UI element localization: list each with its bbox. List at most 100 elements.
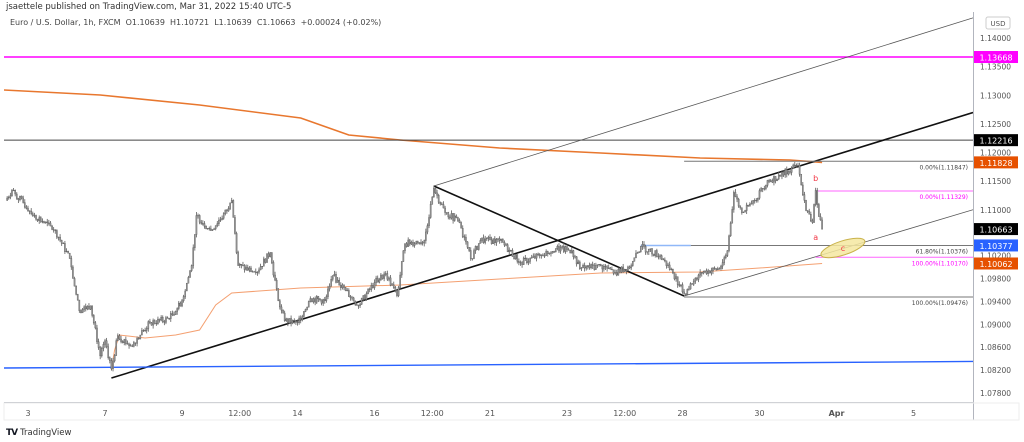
- candle-body: [543, 255, 546, 257]
- price-chart[interactable]: 0.00%(1.11847) 61.80%(1.10376) 100.00%(1.0…: [0, 0, 1024, 426]
- price-tag-value: 1.12216: [979, 137, 1012, 146]
- candle-body: [465, 237, 467, 243]
- candle-body: [436, 192, 438, 196]
- candle-body: [152, 320, 154, 326]
- candle-body: [587, 265, 589, 268]
- candle-body: [54, 229, 57, 231]
- candle-body: [67, 251, 69, 254]
- candle-body: [423, 240, 426, 244]
- candle-body: [516, 254, 519, 262]
- candle-body: [466, 241, 469, 248]
- price-axis-label: 1.10200: [980, 252, 1011, 261]
- candle-body: [221, 217, 223, 220]
- candle-body: [12, 190, 15, 192]
- candle-body: [349, 296, 352, 298]
- candle-body: [654, 250, 657, 256]
- candle-body: [442, 204, 445, 209]
- candle-body: [323, 299, 326, 301]
- candle-body: [728, 235, 730, 251]
- candle-body: [572, 250, 575, 258]
- candle-body: [336, 279, 339, 283]
- candle-body: [731, 209, 734, 224]
- candle-body: [726, 250, 729, 256]
- candle-body: [288, 318, 291, 324]
- candle-body: [596, 264, 599, 266]
- candle-body: [620, 266, 623, 273]
- candle-body: [725, 255, 727, 258]
- moving-average-line: [110, 263, 823, 371]
- candle-body: [359, 304, 361, 306]
- candle-body: [189, 270, 191, 278]
- candle-body: [484, 238, 486, 243]
- candle-body: [672, 268, 674, 273]
- candle-body: [352, 297, 355, 302]
- candle-body: [564, 246, 567, 252]
- candle-body: [505, 244, 507, 246]
- candle-body: [707, 270, 709, 274]
- candle-body: [627, 266, 629, 272]
- candle-body: [649, 248, 652, 250]
- candle-body: [312, 298, 315, 303]
- candle-body: [139, 334, 142, 340]
- candle-body: [590, 264, 592, 269]
- candle-body: [750, 203, 753, 205]
- candle-body: [166, 317, 169, 319]
- candle-body: [399, 274, 401, 288]
- time-axis-label: 12:00: [613, 409, 636, 418]
- candle-body: [128, 343, 130, 346]
- candle-body: [688, 288, 690, 290]
- candle-body: [147, 321, 150, 329]
- candle-body: [606, 266, 608, 269]
- candle-body: [469, 250, 472, 259]
- candle-body: [277, 288, 280, 301]
- candle-body: [259, 266, 262, 271]
- candle-body: [793, 164, 796, 166]
- price-tag: [974, 257, 1018, 270]
- candle-body: [457, 217, 459, 221]
- candle-body: [400, 261, 403, 276]
- candle-body: [792, 164, 794, 169]
- candle-body: [405, 243, 408, 247]
- candle-body: [660, 255, 663, 260]
- candle-body: [378, 279, 381, 283]
- candle-body: [593, 265, 596, 270]
- candle-body: [206, 228, 209, 230]
- candle-body: [123, 339, 126, 343]
- candle-body: [94, 322, 97, 329]
- candle-body: [317, 296, 320, 300]
- symbol-legend: Euro / U.S. Dollar, 1h, FXCM O1.10639 H1…: [10, 18, 382, 27]
- candle-body: [485, 237, 488, 240]
- candle-body: [327, 288, 329, 297]
- candle-body: [218, 220, 220, 224]
- candle-body: [680, 284, 682, 286]
- currency-button[interactable]: [985, 16, 1011, 30]
- candle-body: [667, 264, 669, 266]
- candle-body: [481, 237, 483, 241]
- candle-body: [429, 204, 432, 218]
- candle-body: [341, 284, 344, 288]
- candle-body: [819, 216, 822, 221]
- candle-body: [684, 293, 687, 295]
- candle-body: [6, 197, 8, 201]
- candle-body: [789, 171, 791, 173]
- candle-body: [303, 311, 305, 317]
- candle-body: [535, 253, 538, 259]
- candle-body: [534, 255, 536, 259]
- candle-body: [84, 306, 87, 310]
- candle-body: [715, 268, 717, 271]
- candle-body: [784, 169, 786, 176]
- candle-body: [121, 341, 124, 343]
- candle-body: [638, 251, 640, 253]
- candle-body: [415, 241, 418, 245]
- candle-body: [65, 251, 68, 253]
- candle-body: [700, 272, 703, 274]
- candle-body: [704, 270, 706, 273]
- candle-body: [617, 269, 620, 276]
- candle-body: [771, 180, 774, 183]
- candle-body: [473, 250, 475, 259]
- candle-body: [404, 243, 406, 251]
- candle-body: [615, 272, 618, 276]
- time-axis-label: 3: [25, 409, 30, 418]
- candle-body: [117, 335, 119, 341]
- candle-body: [736, 196, 738, 200]
